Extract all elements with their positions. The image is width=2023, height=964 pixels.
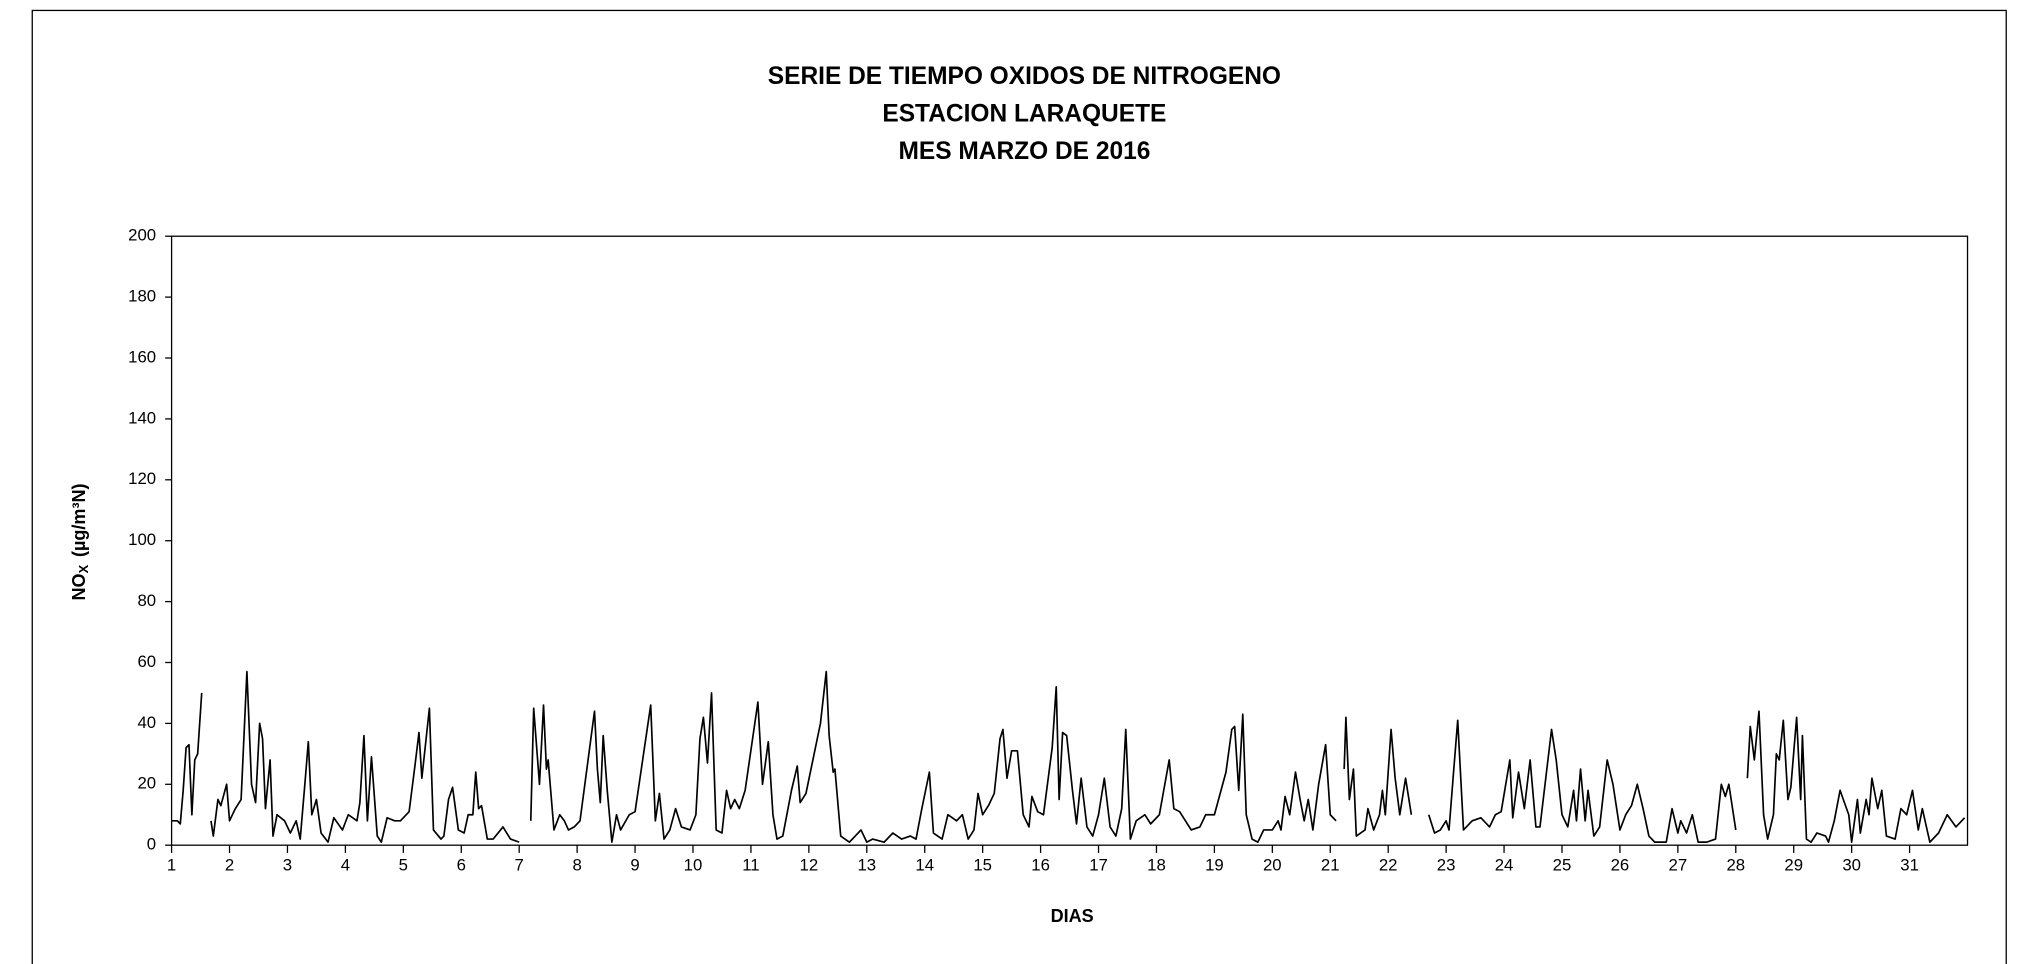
x-tick-label: 3 (283, 855, 292, 874)
x-tick-label: 18 (1147, 855, 1166, 874)
x-tick-label: 12 (800, 855, 819, 874)
chart-border (31, 9, 2007, 964)
x-tick-label: 14 (915, 855, 934, 874)
x-tick-label: 7 (515, 855, 524, 874)
y-tick-label: 20 (137, 774, 156, 793)
x-tick-label: 19 (1205, 855, 1224, 874)
x-tick-label: 13 (857, 855, 876, 874)
x-tick-label: 2 (225, 855, 234, 874)
x-tick-label: 10 (684, 855, 703, 874)
y-tick-label: 60 (137, 652, 156, 671)
x-tick-label: 21 (1321, 855, 1340, 874)
x-tick-label: 6 (457, 855, 466, 874)
x-tick-label: 28 (1726, 855, 1745, 874)
y-tick-label: 180 (128, 287, 156, 306)
chart-title: MES MARZO DE 2016 (898, 138, 1150, 165)
x-tick-label: 31 (1900, 855, 1919, 874)
x-tick-label: 23 (1437, 855, 1456, 874)
x-tick-label: 11 (742, 855, 759, 874)
x-tick-label: 27 (1669, 855, 1688, 874)
y-tick-label: 100 (128, 530, 156, 549)
y-tick-label: 40 (137, 713, 156, 732)
x-tick-label: 4 (341, 855, 350, 874)
chart-title: SERIE DE TIEMPO OXIDOS DE NITROGENO (768, 63, 1281, 90)
x-tick-label: 1 (167, 855, 176, 874)
chart-title: ESTACION LARAQUETE (882, 100, 1166, 127)
y-tick-label: 140 (128, 408, 156, 427)
y-tick-label: 160 (128, 347, 156, 366)
x-tick-label: 25 (1553, 855, 1572, 874)
x-tick-label: 26 (1611, 855, 1630, 874)
y-axis-label: NOX (µg/m³N) (69, 484, 92, 601)
x-axis-label: DIAS (1051, 906, 1094, 926)
y-axis-label-unit: (µg/m³N) (69, 484, 89, 558)
y-axis-label-subscript: X (77, 564, 92, 573)
x-tick-label: 8 (572, 855, 581, 874)
x-tick-label: 22 (1379, 855, 1398, 874)
x-tick-label: 16 (1031, 855, 1050, 874)
x-tick-label: 17 (1089, 855, 1108, 874)
x-tick-label: 15 (973, 855, 992, 874)
y-tick-label: 200 (128, 226, 156, 245)
x-tick-label: 30 (1842, 855, 1861, 874)
x-tick-label: 29 (1784, 855, 1803, 874)
y-axis-label-text: NO (69, 573, 89, 600)
x-tick-label: 9 (630, 855, 639, 874)
y-tick-label: 80 (137, 591, 156, 610)
plot-frame (170, 235, 1969, 846)
x-tick-label: 24 (1495, 855, 1514, 874)
x-tick-label: 5 (399, 855, 408, 874)
y-tick-label: 120 (128, 469, 156, 488)
data-line (171, 670, 1966, 843)
y-tick-label: 0 (147, 835, 156, 854)
x-tick-label: 20 (1263, 855, 1282, 874)
